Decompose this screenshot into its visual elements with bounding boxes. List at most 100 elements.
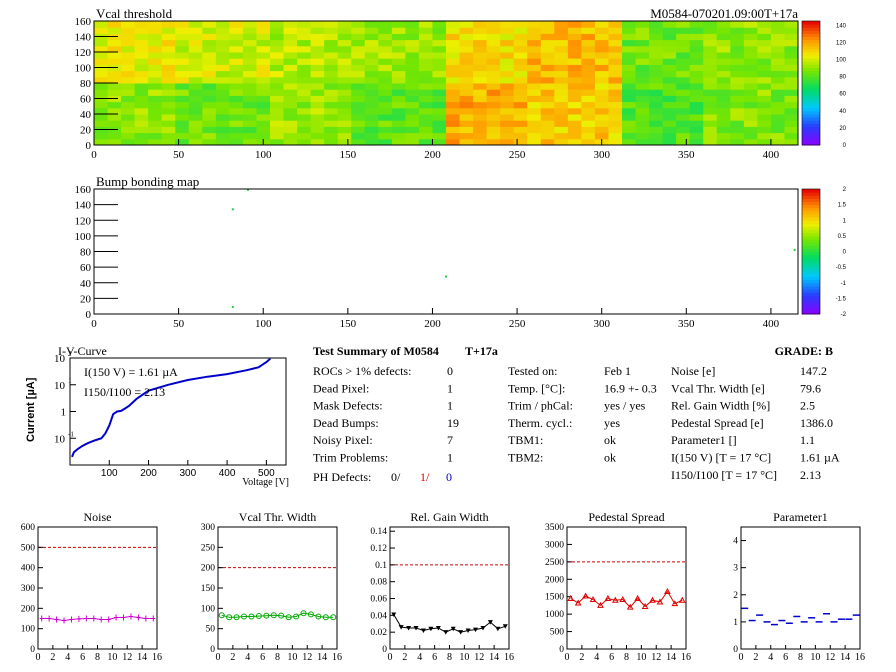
heatmap-cell	[161, 120, 176, 127]
heatmap-cell	[770, 83, 785, 90]
y-tick-label: 80	[80, 247, 92, 259]
iv-y-tick-label: 1	[61, 407, 67, 419]
heatmap-cell	[324, 107, 339, 115]
palette-cell	[802, 282, 820, 287]
heatmap-cell	[770, 76, 785, 84]
heatmap-cell	[215, 83, 230, 90]
heatmap-cell	[337, 89, 352, 96]
heatmap-cell	[256, 33, 271, 41]
heatmap-cell	[716, 27, 731, 34]
heatmap-cell	[473, 101, 488, 109]
heatmap-cell	[676, 21, 691, 28]
palette-cell	[802, 292, 820, 296]
heatmap-cell	[324, 126, 339, 134]
data-point	[248, 613, 255, 620]
heatmap-cell	[527, 39, 542, 47]
heatmap-cell	[418, 126, 433, 134]
y-tick-label: 250	[201, 543, 216, 553]
heatmap-cell	[391, 33, 406, 41]
heatmap-cell	[134, 45, 149, 53]
heatmap-cell	[148, 83, 163, 90]
heatmap-cell	[784, 132, 799, 140]
data-point	[480, 625, 486, 631]
heatmap-cell	[770, 39, 785, 47]
heatmap-cell	[757, 39, 772, 47]
heatmap-cell	[297, 21, 312, 28]
heatmap-cell	[134, 114, 149, 121]
heatmap-cell	[324, 45, 339, 53]
heatmap-cell	[757, 64, 772, 72]
heatmap-cell	[784, 45, 799, 53]
summary-middle-label: Trim / phCal:	[508, 399, 573, 413]
heatmap-cell	[270, 101, 285, 109]
heatmap-cell	[554, 126, 569, 134]
heatmap-cell	[486, 126, 501, 134]
heatmap-cell	[716, 89, 731, 96]
palette-cell	[802, 55, 820, 59]
heatmap-cell	[283, 132, 298, 140]
summary-middle-value: ok	[604, 433, 616, 447]
heatmap-cell	[391, 132, 406, 140]
heatmap-cell	[310, 64, 325, 72]
palette-cell	[802, 21, 820, 25]
heatmap-cell	[622, 120, 637, 127]
summary-right-value: 2.13	[800, 468, 821, 482]
heatmap-cell	[270, 126, 285, 134]
palette-cell	[802, 201, 820, 206]
heatmap-cell	[689, 76, 704, 84]
heatmap-cell	[446, 64, 461, 72]
heatmap-cell	[730, 76, 745, 84]
heatmap-cell	[594, 120, 609, 127]
heatmap-cell	[486, 52, 501, 59]
heatmap-cell	[107, 107, 122, 115]
x-tick-label: 2	[579, 652, 584, 663]
heatmap-cell	[473, 33, 488, 41]
y-tick-label: 120	[75, 215, 92, 227]
heatmap-cell	[757, 120, 772, 127]
heatmap-cell	[134, 120, 149, 127]
palette-cell	[802, 52, 820, 56]
data-point	[293, 613, 300, 620]
palette-cell	[802, 273, 820, 278]
heatmap-cell	[662, 27, 677, 34]
heatmap-cell	[242, 138, 257, 146]
panel-frame	[37, 526, 158, 650]
heatmap-cell	[242, 64, 257, 72]
heatmap-cell	[554, 21, 569, 28]
palette-cell	[802, 92, 820, 96]
heatmap-cell	[527, 33, 542, 41]
heatmap-cell	[554, 76, 569, 84]
palette-cell	[802, 79, 820, 84]
heatmap-cell	[391, 126, 406, 134]
heatmap-cell	[540, 33, 555, 41]
data-point	[322, 614, 329, 621]
palette-cell	[802, 276, 820, 281]
heatmap-cell	[283, 107, 298, 115]
heatmap-cell	[743, 64, 758, 72]
heatmap-cell	[770, 33, 785, 41]
heatmap-cell	[459, 39, 474, 47]
heatmap-cell	[351, 126, 366, 134]
heatmap-cell	[310, 76, 325, 84]
heatmap-cell	[283, 138, 298, 146]
y-tick-label: 0	[733, 645, 738, 655]
palette-cell	[802, 239, 820, 243]
heatmap-cell	[622, 95, 637, 103]
palette-cell	[802, 114, 820, 118]
heatmap-cell	[270, 70, 285, 78]
heatmap-cell	[337, 83, 352, 90]
heatmap-cell	[676, 52, 691, 59]
heatmap-cell	[107, 120, 122, 127]
heatmap-cell	[703, 101, 718, 109]
heatmap-cell	[513, 76, 528, 84]
heatmap-cell	[757, 21, 772, 28]
heatmap-cell	[378, 132, 393, 140]
palette-frame	[801, 20, 821, 146]
data-point	[641, 602, 649, 609]
x-tick-label: 14	[317, 652, 327, 663]
heatmap-cell	[608, 107, 623, 115]
heatmap-cell	[689, 126, 704, 134]
heatmap-cell	[567, 95, 582, 103]
palette-cell	[802, 226, 820, 231]
